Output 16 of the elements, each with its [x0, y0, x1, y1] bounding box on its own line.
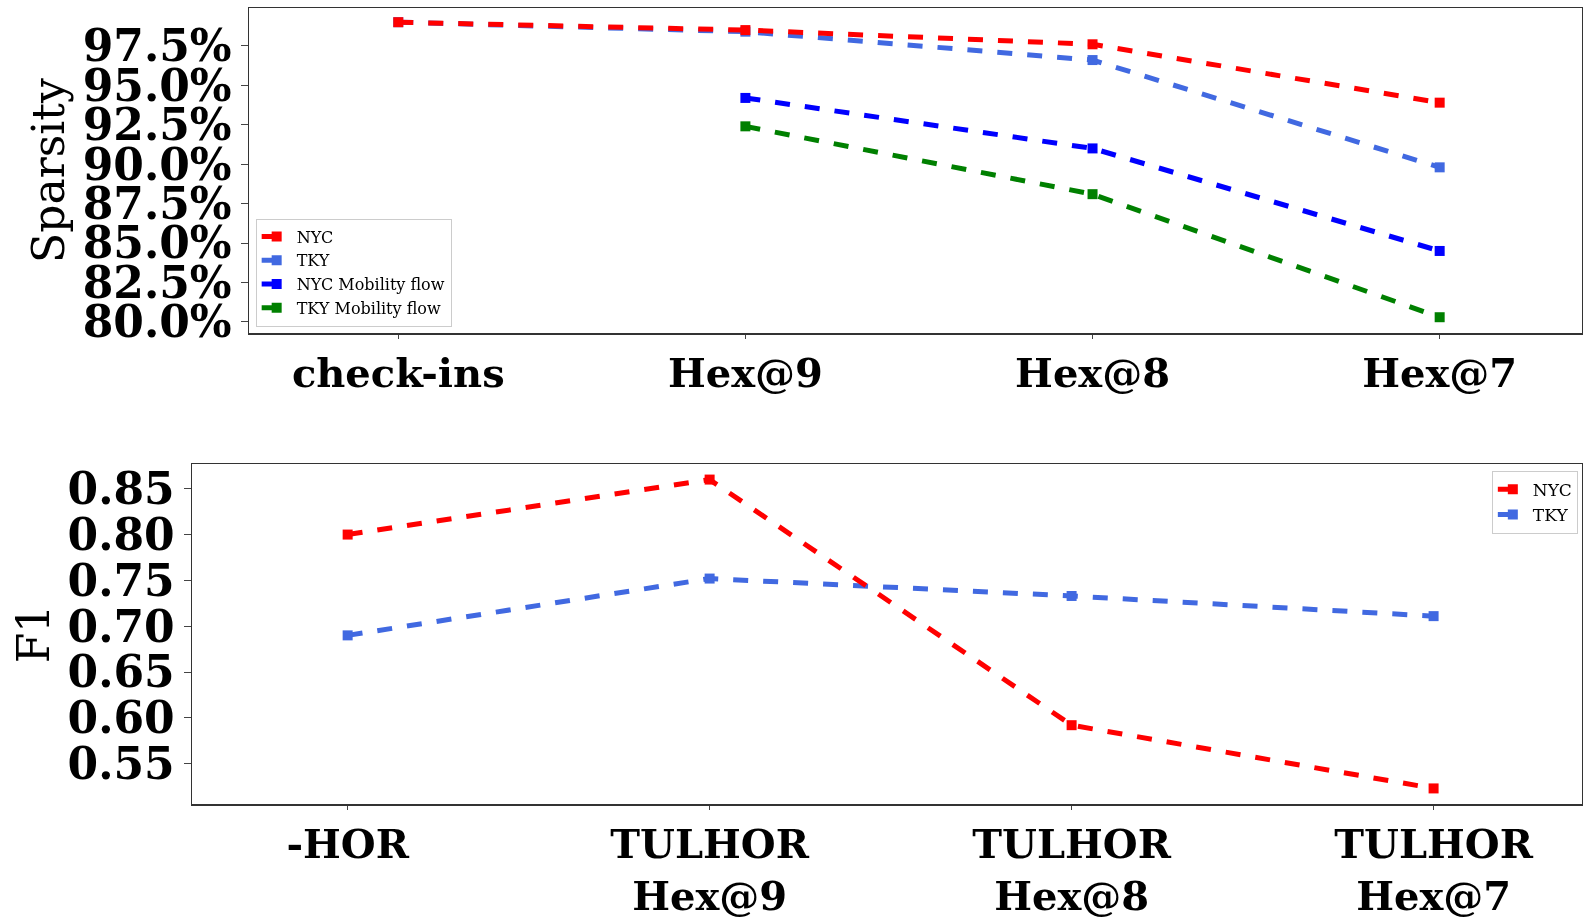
y-axis-title: F1 [7, 604, 59, 664]
x-tick-label: -HOR [286, 819, 410, 867]
legend-label: TKY [296, 251, 330, 271]
x-tick-label: TULHOR Hex@7 [1334, 819, 1534, 919]
legend-label: TKY [1532, 505, 1569, 526]
x-tick-label: check-ins [291, 348, 505, 396]
x-tick-label: Hex@7 [1362, 348, 1518, 396]
x-tick-label: Hex@8 [1015, 348, 1170, 396]
legend-label: NYC Mobility flow [296, 275, 445, 295]
legend-label: NYC [1532, 479, 1572, 500]
x-tick-label: TULHOR Hex@9 [610, 819, 810, 919]
legend-label: TKY Mobility flow [296, 299, 441, 319]
y-axis-title: Sparsity [23, 77, 75, 263]
legend-label: NYC [296, 227, 334, 247]
x-tick-label: Hex@9 [667, 348, 823, 396]
x-tick-label: TULHOR Hex@8 [972, 819, 1172, 919]
